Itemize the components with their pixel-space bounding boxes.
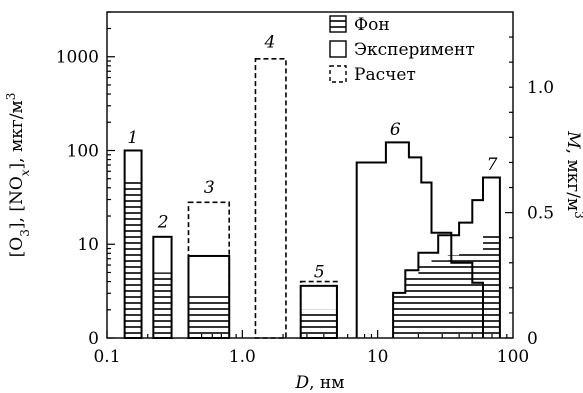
group-label-1: 1	[127, 128, 138, 148]
legend-calculation-swatch	[329, 65, 347, 83]
x-tick-label: 0.1	[93, 347, 120, 367]
x-tick-label: 100	[497, 347, 529, 367]
y-right-tick-label: 0	[527, 329, 538, 349]
group-label-4: 4	[264, 33, 276, 53]
legend-calculation-label: Расчет	[354, 65, 416, 85]
y-right-tick-label: 1.0	[527, 78, 554, 98]
series-7-experiment-steps	[392, 176, 501, 338]
y-left-tick-label: 1000	[56, 48, 99, 68]
series-2-background-bar	[153, 272, 172, 338]
plot-frame	[106, 11, 514, 339]
y-right-axis-title: M, мкг/м3	[563, 130, 583, 219]
y-left-tick-label: 10	[77, 235, 99, 255]
legend: Фон Эксперимент Расчет	[329, 15, 475, 85]
series-1-background-bar	[124, 178, 142, 338]
series-5-calculation-bar	[299, 280, 338, 339]
y-right-tick-label: 0.5	[527, 204, 554, 224]
legend-background-label: Фон	[354, 15, 390, 35]
series-4-calculation-bar	[254, 58, 287, 339]
legend-background-swatch	[329, 15, 347, 33]
group-label-2: 2	[157, 213, 169, 233]
legend-experiment-swatch	[329, 40, 347, 58]
group-label-6: 6	[390, 120, 401, 140]
group-label-7: 7	[487, 155, 498, 175]
group-label-5: 5	[314, 263, 325, 283]
x-tick-label: 1.0	[229, 347, 256, 367]
series-6-experiment-steps	[355, 141, 484, 338]
y-left-tick-label: 0	[88, 329, 99, 349]
y-left-axis-title: [O3], [NOx], мкг/м3	[4, 93, 32, 258]
x-tick-label: 10	[367, 347, 389, 367]
x-axis-title: D, нм	[294, 373, 344, 393]
series-3-background-bar	[188, 293, 230, 338]
legend-experiment-label: Эксперимент	[354, 40, 475, 60]
series-6-background-area	[393, 232, 500, 338]
plot-area: 1 2 3 4 5 6 7	[123, 33, 501, 340]
series-5-background-bar	[300, 309, 337, 338]
y-left-tick-label: 100	[67, 141, 99, 161]
group-label-3: 3	[204, 178, 215, 198]
